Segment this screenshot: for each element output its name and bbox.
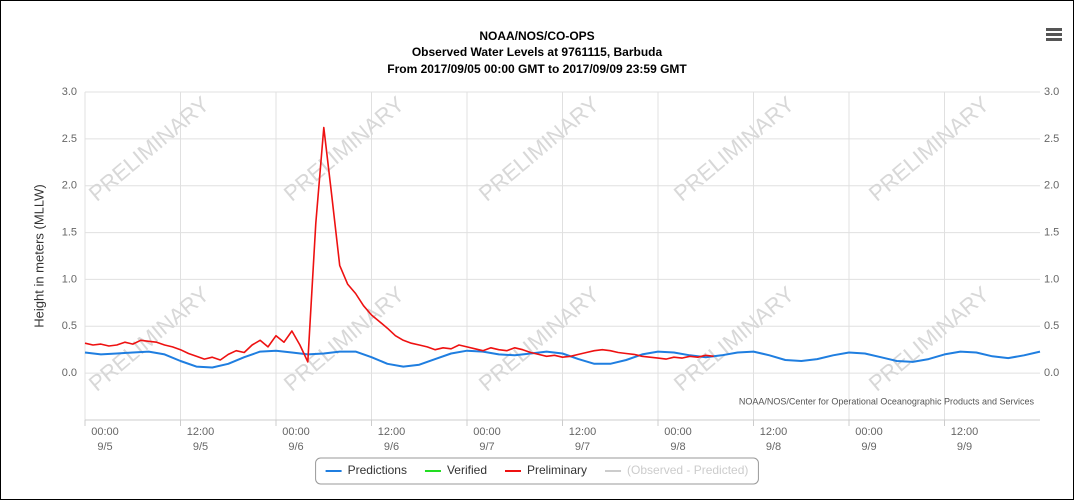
x-tick-label: 12:00 — [569, 426, 597, 438]
legend-label[interactable]: (Observed - Predicted) — [627, 463, 748, 477]
y-tick-label: 1.0 — [62, 273, 77, 285]
x-tick-label: 00:00 — [855, 426, 883, 438]
legend-item[interactable]: (Observed - Predicted) — [605, 463, 748, 477]
x-tick-label: 9/8 — [766, 441, 781, 453]
chart-subtitle: From 2017/09/05 00:00 GMT to 2017/09/09 … — [387, 62, 687, 76]
y2-tick-label: 2.0 — [1044, 180, 1059, 192]
y-tick-label: 0.5 — [62, 320, 77, 332]
x-tick-label: 00:00 — [91, 426, 119, 438]
y2-tick-label: 2.5 — [1044, 133, 1059, 145]
y2-tick-label: 1.0 — [1044, 273, 1059, 285]
y2-tick-label: 1.5 — [1044, 226, 1059, 238]
y-tick-label: 2.5 — [62, 133, 77, 145]
y-axis-label: Height in meters (MLLW) — [31, 184, 46, 328]
x-tick-label: 12:00 — [760, 426, 788, 438]
menu-bar[interactable] — [1046, 28, 1062, 31]
x-tick-label: 12:00 — [951, 426, 979, 438]
x-tick-label: 9/7 — [479, 441, 494, 453]
series-line — [84, 349, 1041, 369]
x-tick-label: 9/9 — [957, 441, 972, 453]
y-tick-label: 1.5 — [62, 226, 77, 238]
legend-label[interactable]: Predictions — [348, 463, 407, 477]
y-tick-label: 0.0 — [62, 367, 77, 379]
x-tick-label: 12:00 — [187, 426, 215, 438]
legend-item[interactable]: Preliminary — [505, 463, 587, 477]
chart-subtitle: Observed Water Levels at 9761115, Barbud… — [412, 45, 663, 59]
legend: Predictions Verified Preliminary (Observed … — [315, 457, 759, 485]
x-tick-label: 9/7 — [575, 441, 590, 453]
x-tick-label: 9/6 — [288, 441, 303, 453]
x-tick-label: 00:00 — [282, 426, 310, 438]
menu-bar[interactable] — [1046, 33, 1062, 36]
series-line — [84, 126, 714, 363]
x-tick-label: 00:00 — [664, 426, 692, 438]
y2-tick-label: 0.5 — [1044, 320, 1059, 332]
menu-bar[interactable] — [1046, 38, 1062, 41]
menu-button[interactable] — [1046, 28, 1062, 41]
x-tick-label: 9/9 — [861, 441, 876, 453]
y2-tick-label: 0.0 — [1044, 367, 1059, 379]
y-tick-label: 2.0 — [62, 180, 77, 192]
y-tick-label: 3.0 — [62, 86, 77, 98]
legend-label[interactable]: Verified — [447, 463, 487, 477]
x-tick-label: 00:00 — [473, 426, 501, 438]
legend-item[interactable]: Verified — [424, 463, 487, 477]
legend-box — [315, 457, 759, 485]
x-tick-label: 9/6 — [384, 441, 399, 453]
x-tick-label: 9/8 — [670, 441, 685, 453]
x-tick-label: 9/5 — [193, 441, 208, 453]
credits: NOAA/NOS/Center for Operational Oceanogr… — [739, 396, 1035, 406]
y2-tick-label: 3.0 — [1044, 86, 1059, 98]
chart-title: NOAA/NOS/CO-OPS — [479, 29, 594, 43]
x-tick-label: 9/5 — [97, 441, 112, 453]
legend-item[interactable]: Predictions — [325, 463, 407, 477]
x-tick-label: 12:00 — [378, 426, 406, 438]
legend-label[interactable]: Preliminary — [527, 463, 587, 477]
